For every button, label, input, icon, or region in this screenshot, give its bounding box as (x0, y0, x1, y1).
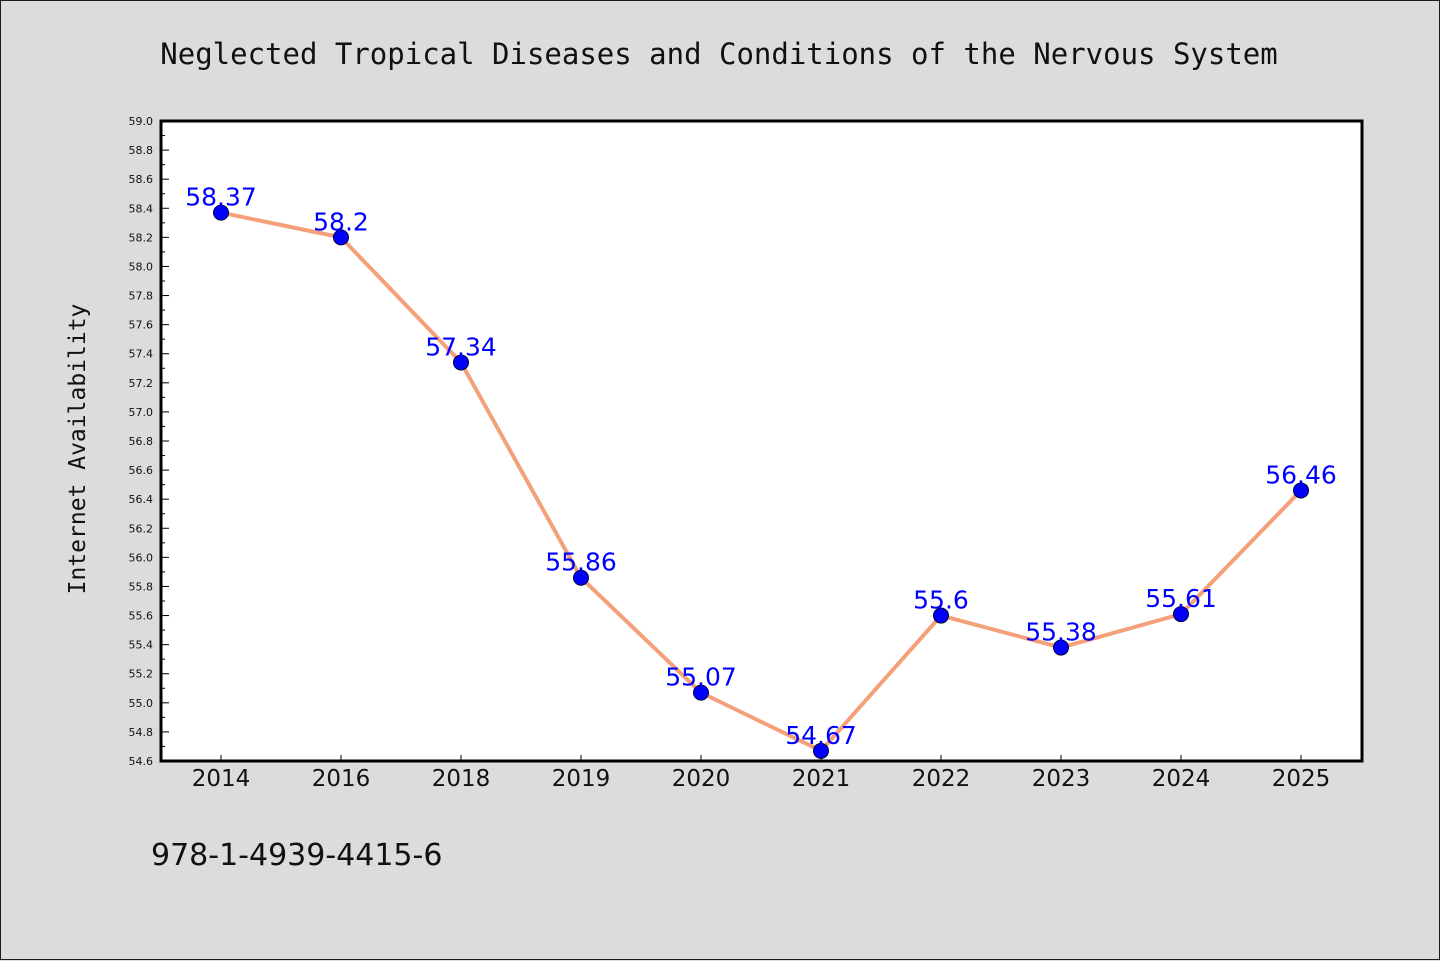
y-tick-label: 58.0 (129, 260, 154, 273)
y-tick-label: 57.6 (129, 319, 154, 332)
y-tick-label: 57.2 (129, 377, 154, 390)
y-tick-label: 57.4 (129, 348, 154, 361)
data-label: 55.86 (545, 548, 617, 577)
data-labels-layer: 58.37 58.2 57.34 55.86 55.07 54.67 55.6 55.38 55… (185, 183, 1337, 750)
data-point-marker (813, 742, 829, 759)
x-tick-label: 2022 (912, 766, 971, 792)
x-tick-label: 2014 (192, 766, 251, 792)
data-label: 54.67 (785, 721, 857, 750)
data-point-marker (1173, 606, 1189, 623)
data-point-marker (573, 569, 589, 586)
y-tick-label: 58.4 (129, 202, 154, 215)
y-axis-label: Internet Availability (65, 304, 91, 595)
y-tick-label: 55.0 (129, 697, 154, 710)
y-axis-ticks: 54.6 54.8 55.0 55.2 55.4 55.6 55.8 56.0 56.2 56.4… (129, 115, 169, 768)
x-tick-label: 2025 (1272, 766, 1331, 792)
y-tick-label: 55.4 (129, 639, 154, 652)
data-point-marker (213, 204, 229, 221)
isbn-footer-text: 978-1-4939-4415-6 (151, 838, 442, 873)
y-tick-label: 58.2 (129, 231, 154, 244)
y-tick-label: 55.6 (129, 610, 154, 623)
data-point-marker (933, 607, 949, 624)
data-point-marker (333, 229, 349, 246)
y-tick-label: 57.8 (129, 290, 154, 303)
x-tick-label: 2018 (432, 766, 491, 792)
y-tick-label: 54.6 (129, 755, 154, 768)
data-point-marker (1293, 482, 1309, 499)
y-tick-label: 55.8 (129, 580, 154, 593)
data-point-marker (693, 684, 709, 701)
series-layer (213, 204, 1309, 759)
y-tick-label: 58.6 (129, 173, 154, 186)
data-label: 58.2 (313, 207, 369, 236)
data-label: 55.61 (1145, 584, 1217, 613)
x-tick-label: 2016 (312, 766, 371, 792)
y-tick-label: 56.6 (129, 464, 154, 477)
data-label: 55.6 (913, 586, 969, 615)
data-point-marker (1053, 639, 1069, 656)
data-label: 57.34 (425, 332, 497, 361)
y-tick-label: 59.0 (129, 115, 154, 128)
data-label: 56.46 (1265, 460, 1337, 489)
data-point-marker (453, 354, 469, 371)
series-line (219, 210, 1303, 753)
y-tick-label: 55.2 (129, 668, 154, 681)
y-tick-label: 58.8 (129, 144, 154, 157)
data-label: 55.07 (665, 663, 737, 692)
x-tick-label: 2023 (1032, 766, 1091, 792)
x-tick-label: 2021 (792, 766, 851, 792)
y-tick-label: 57.0 (129, 406, 154, 419)
y-tick-label: 56.0 (129, 551, 154, 564)
plot-area (159, 119, 1364, 763)
data-label: 58.37 (185, 183, 257, 212)
y-tick-label: 56.8 (129, 435, 154, 448)
x-axis-ticks: 2014 2016 2018 2019 2020 2021 2022 2023 2024 2025 (192, 755, 1331, 792)
y-tick-label: 54.8 (129, 726, 154, 739)
y-tick-label: 56.4 (129, 493, 154, 506)
x-tick-label: 2019 (552, 766, 611, 792)
data-label: 55.38 (1025, 618, 1097, 647)
y-tick-label: 56.2 (129, 522, 154, 535)
x-tick-label: 2020 (672, 766, 731, 792)
x-tick-label: 2024 (1152, 766, 1211, 792)
chart-title: Neglected Tropical Diseases and Conditio… (160, 37, 1277, 71)
